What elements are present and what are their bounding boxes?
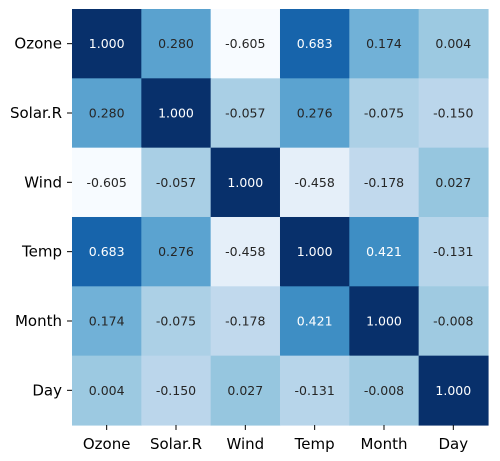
heatmap-value-label: 0.027 [227, 383, 263, 398]
heatmap-cell-wind-temp [279, 147, 350, 218]
heatmap-value-label: -0.075 [364, 105, 404, 120]
heatmap-cell-month-month [349, 286, 420, 357]
heatmap-cell-temp-temp [279, 216, 350, 287]
x-tick-label: Month [360, 435, 407, 453]
heatmap-value-label: -0.150 [433, 105, 473, 120]
heatmap-value-label: -0.008 [364, 383, 404, 398]
heatmap-cell-day-wind [210, 355, 281, 426]
heatmap-cell-solarr-temp [279, 78, 350, 149]
heatmap-cell-day-solarr [141, 355, 212, 426]
heatmap-cell-ozone-wind [210, 9, 281, 79]
heatmap-value-label: -0.178 [225, 313, 265, 328]
y-tick-label: Wind [24, 173, 62, 191]
heatmap-value-label: 0.421 [297, 313, 333, 328]
heatmap-value-label: 0.683 [89, 244, 125, 259]
y-tick-label: Solar.R [10, 104, 62, 122]
x-axis: Ozone Solar.R Wind Temp Month Day [83, 424, 469, 453]
heatmap-cell-wind-wind [210, 147, 281, 218]
heatmap-value-label: 1.000 [227, 175, 263, 190]
heatmap-cell-solarr-wind [210, 78, 281, 149]
x-tick-label: Ozone [83, 435, 131, 453]
heatmap-cell-month-ozone [72, 286, 142, 357]
heatmap-value-label: 0.174 [366, 36, 402, 51]
x-tick-label: Temp [294, 435, 335, 453]
heatmap-cell-solarr-day [418, 78, 489, 149]
heatmap-value-label: -0.458 [295, 175, 335, 190]
heatmap-value-label: 0.683 [297, 36, 333, 51]
heatmap-value-label: -0.605 [225, 36, 265, 51]
heatmap-value-label: 0.276 [158, 244, 194, 259]
heatmap-value-label: -0.131 [295, 383, 335, 398]
x-tick-label: Day [439, 435, 469, 453]
heatmap-cell-wind-day [418, 147, 489, 218]
heatmap-cell-ozone-solarr [141, 9, 212, 79]
heatmap-cell-ozone-ozone [72, 9, 142, 79]
heatmap-cell-day-month [349, 355, 420, 426]
heatmap-value-label: -0.605 [87, 175, 127, 190]
heatmap-cell-ozone-day [418, 9, 489, 79]
y-tick-label: Ozone [14, 35, 62, 53]
heatmap-value-label: -0.458 [225, 244, 265, 259]
heatmap-cell-temp-solarr [141, 216, 212, 287]
x-tick-label: Wind [226, 435, 264, 453]
heatmap-cell-month-wind [210, 286, 281, 357]
heatmap-value-label: -0.008 [433, 313, 473, 328]
heatmap-value-label: 0.280 [158, 36, 194, 51]
heatmap-value-label: 0.421 [366, 244, 402, 259]
heatmap-cell-day-temp [279, 355, 350, 426]
heatmap-cell-temp-month [349, 216, 420, 287]
heatmap-cell-temp-ozone [72, 216, 142, 287]
heatmap-value-label: -0.057 [225, 105, 265, 120]
heatmap-cell-day-day [418, 355, 489, 426]
y-axis: Ozone Solar.R Wind Temp Month Day [10, 35, 72, 399]
x-tick-label: Solar.R [150, 435, 202, 453]
y-tick-label: Temp [21, 243, 62, 261]
heatmap-value-label: 0.004 [89, 383, 125, 398]
heatmap-value-labels: 1.000 0.280 -0.605 0.683 0.174 0.004 0.280 1.00… [87, 36, 474, 398]
heatmap-value-label: -0.150 [156, 383, 196, 398]
heatmap-value-label: 0.027 [435, 175, 471, 190]
y-tick-label: Day [32, 381, 62, 399]
heatmap-value-label: -0.057 [156, 175, 196, 190]
heatmap-value-label: 0.174 [89, 313, 125, 328]
heatmap-value-label: 1.000 [435, 383, 471, 398]
heatmap-value-label: -0.075 [156, 313, 196, 328]
heatmap-cell-temp-day [418, 216, 489, 287]
heatmap-value-label: 0.280 [89, 105, 125, 120]
heatmap-cell-month-temp [279, 286, 350, 357]
heatmap-value-label: 1.000 [158, 105, 194, 120]
heatmap-value-label: 1.000 [297, 244, 333, 259]
heatmap-cell-ozone-temp [279, 9, 350, 79]
heatmap-cells [72, 9, 489, 426]
heatmap-cell-month-solarr [141, 286, 212, 357]
y-tick-label: Month [15, 312, 62, 330]
heatmap-cell-wind-solarr [141, 147, 212, 218]
heatmap-cell-solarr-month [349, 78, 420, 149]
heatmap-cell-solarr-ozone [72, 78, 142, 149]
heatmap-cell-temp-wind [210, 216, 281, 287]
heatmap-value-label: -0.131 [433, 244, 473, 259]
heatmap-value-label: 1.000 [89, 36, 125, 51]
heatmap-cell-wind-ozone [72, 147, 142, 218]
heatmap-value-label: -0.178 [364, 175, 404, 190]
heatmap-value-label: 1.000 [366, 313, 402, 328]
heatmap-value-label: 0.276 [297, 105, 333, 120]
heatmap-cell-solarr-solarr [141, 78, 212, 149]
heatmap-value-label: 0.004 [435, 36, 471, 51]
heatmap-cell-day-ozone [72, 355, 142, 426]
heatmap-cell-month-day [418, 286, 489, 357]
heatmap-cell-wind-month [349, 147, 420, 218]
heatmap-cell-ozone-month [349, 9, 420, 79]
